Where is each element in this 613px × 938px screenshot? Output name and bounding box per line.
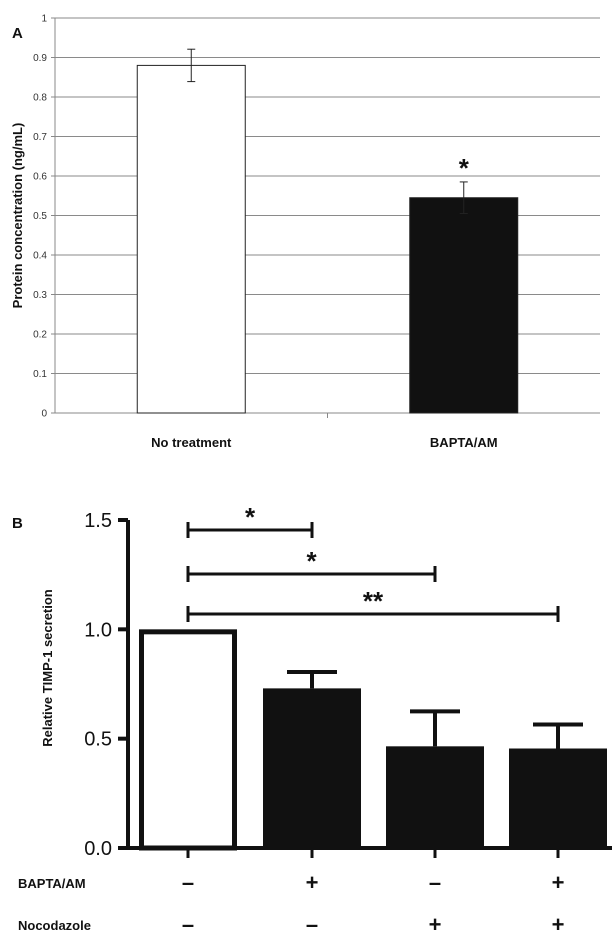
y-tick-label: 0.5 (84, 729, 112, 751)
y-tick-label: 0 (41, 409, 47, 420)
y-tick-label: 0.5 (33, 211, 47, 222)
panel-a-chart: A 0 0.1 0.2 0.3 0.4 0.5 0.6 0.7 0.8 0.9 1 Protein co… (10, 14, 600, 450)
panel-a-label: A (12, 25, 23, 42)
bar (139, 629, 237, 851)
y-tick-label: 0.8 (33, 93, 47, 104)
y-tick-label: 1 (41, 14, 47, 25)
y-axis-label: Relative TIMP-1 secretion (40, 589, 55, 747)
bar (386, 746, 484, 848)
y-tick-label: 0.3 (33, 290, 47, 301)
bar (409, 197, 519, 414)
significance-label: ** (363, 586, 384, 616)
y-tick-label: 0.1 (33, 369, 47, 380)
condition-sign: + (552, 870, 565, 895)
condition-label: BAPTA/AM (18, 876, 86, 891)
condition-sign: – (306, 912, 318, 937)
y-tick-label: 0.6 (33, 172, 47, 183)
condition-sign: – (182, 912, 194, 937)
condition-sign: – (429, 870, 441, 895)
significance-label: * (245, 502, 256, 532)
y-tick-label: 0.2 (33, 330, 47, 341)
y-tick-label: 0.4 (33, 251, 47, 262)
condition-sign: + (429, 912, 442, 937)
bar (263, 688, 361, 848)
panel-b-label: B (12, 515, 23, 532)
y-tick-label: 0.9 (33, 53, 47, 64)
y-axis-label: Protein concentration (ng/mL) (10, 123, 25, 309)
condition-sign: + (306, 870, 319, 895)
bar (136, 64, 246, 414)
significance-star: * (459, 153, 470, 183)
y-tick-label: 0.7 (33, 132, 47, 143)
x-tick-label: BAPTA/AM (430, 435, 498, 450)
condition-label: Nocodazole (18, 918, 91, 933)
bar (509, 748, 607, 848)
y-tick-label: 1.0 (84, 619, 112, 641)
significance-label: * (306, 546, 317, 576)
x-tick-label: No treatment (151, 435, 232, 450)
condition-sign: – (182, 870, 194, 895)
y-tick-label: 0.0 (84, 838, 112, 860)
y-tick-label: 1.5 (84, 510, 112, 532)
condition-sign: + (552, 912, 565, 937)
